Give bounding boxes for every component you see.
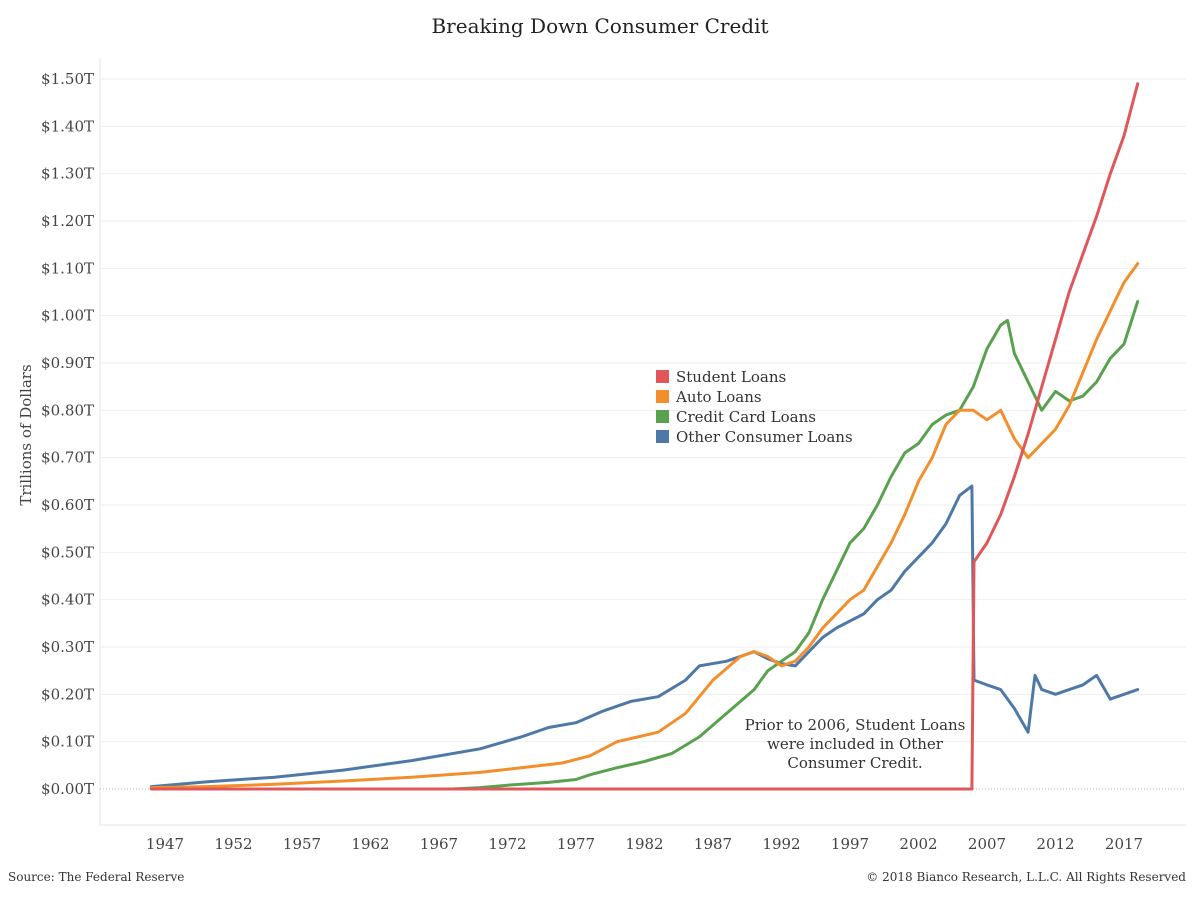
y-tick-label: $0.90T — [41, 354, 94, 372]
y-tick-label: $0.10T — [41, 733, 94, 751]
legend-label: Credit Card Loans — [676, 408, 816, 426]
y-tick-label: $0.40T — [41, 591, 94, 609]
y-tick-label: $0.00T — [41, 780, 94, 798]
legend: Student Loans Auto Loans Credit Card Loans… — [656, 368, 853, 446]
copyright-note: © 2018 Bianco Research, L.L.C. All Right… — [866, 870, 1186, 884]
y-tick-label: $1.50T — [41, 70, 94, 88]
y-tick-label: $0.30T — [41, 638, 94, 656]
series-lines — [149, 82, 1140, 791]
annotation-line: Consumer Credit. — [787, 754, 922, 772]
y-tick-label: $1.40T — [41, 117, 94, 135]
series-line-student-loans — [149, 82, 1140, 791]
x-tick-label: 1962 — [351, 835, 389, 853]
y-tick-label: $1.20T — [41, 212, 94, 230]
chart-title: Breaking Down Consumer Credit — [431, 14, 769, 38]
plot-frame — [99, 58, 1186, 826]
series-line-other-consumer-loans — [149, 484, 1140, 789]
y-tick-label: $1.30T — [41, 165, 94, 183]
x-tick-label: 2002 — [899, 835, 937, 853]
x-tick-label: 1952 — [214, 835, 252, 853]
y-axis-ticks: $0.00T $0.10T $0.20T $0.30T $0.40T $0.50T $0.6… — [41, 70, 94, 798]
legend-swatch — [656, 410, 669, 423]
legend-label: Student Loans — [676, 368, 786, 386]
legend-label: Auto Loans — [675, 388, 762, 406]
source-note: Source: The Federal Reserve — [8, 870, 185, 884]
x-tick-label: 1987 — [694, 835, 732, 853]
legend-swatch — [656, 370, 669, 383]
x-tick-label: 1977 — [557, 835, 595, 853]
y-tick-label: $0.70T — [41, 449, 94, 467]
x-tick-label: 1992 — [762, 835, 800, 853]
x-tick-label: 1967 — [420, 835, 458, 853]
x-tick-label: 1947 — [146, 835, 184, 853]
series-line-credit-card-loans — [451, 300, 1140, 791]
x-tick-label: 1957 — [283, 835, 321, 853]
y-tick-label: $0.80T — [41, 401, 94, 419]
annotation-line: were included in Other — [767, 735, 944, 753]
x-tick-label: 2007 — [968, 835, 1006, 853]
y-axis-label: Trillions of Dollars — [17, 364, 35, 505]
x-tick-label: 2017 — [1105, 835, 1143, 853]
x-tick-label: 1997 — [831, 835, 869, 853]
legend-label: Other Consumer Loans — [676, 428, 853, 446]
x-tick-label: 1982 — [625, 835, 663, 853]
y-tick-label: $1.00T — [41, 307, 94, 325]
series-line-auto-loans — [149, 262, 1140, 790]
y-tick-label: $1.10T — [41, 259, 94, 277]
x-tick-label: 2012 — [1036, 835, 1074, 853]
y-tick-label: $0.50T — [41, 543, 94, 561]
x-tick-label: 1972 — [488, 835, 526, 853]
annotation-line: Prior to 2006, Student Loans — [745, 716, 966, 734]
x-axis-ticks: 1947 1952 1957 1962 1967 1972 1977 1982 1987 1992… — [146, 835, 1143, 853]
y-tick-label: $0.60T — [41, 496, 94, 514]
y-tick-label: $0.20T — [41, 685, 94, 703]
gridlines — [100, 78, 1186, 790]
legend-swatch — [656, 430, 669, 443]
legend-swatch — [656, 390, 669, 403]
